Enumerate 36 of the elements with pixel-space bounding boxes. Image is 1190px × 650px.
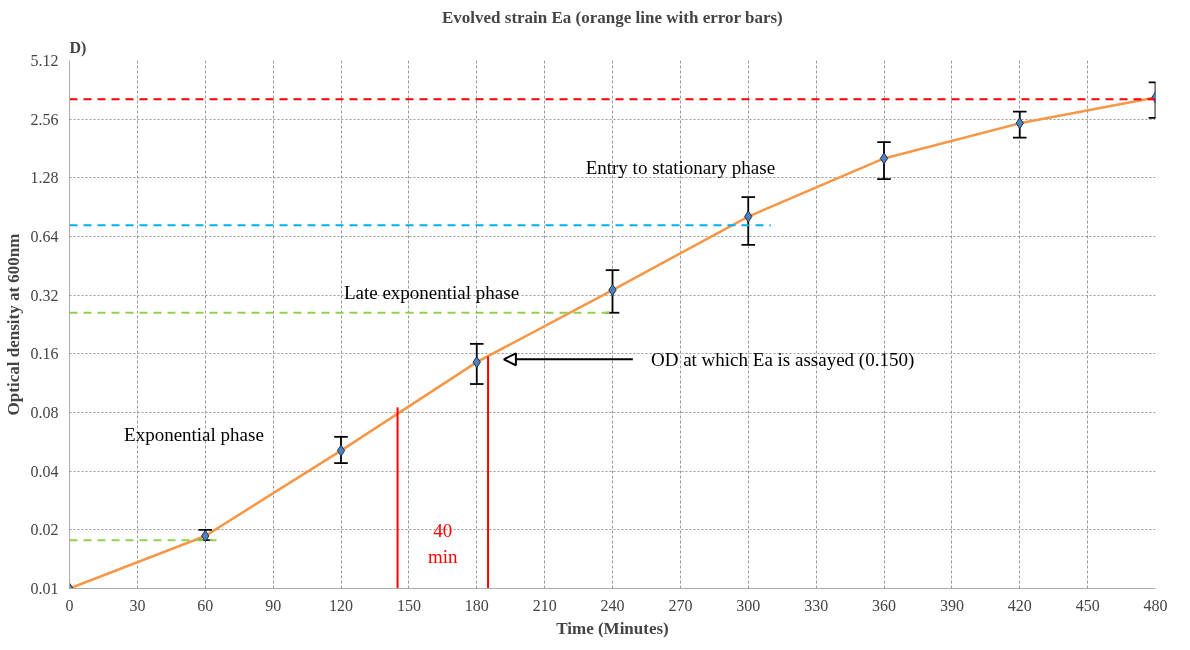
x-tick-label: 150 [396, 596, 421, 614]
y-tick-label: 0.02 [30, 521, 59, 539]
y-axis-title: Optical density at 600nm [3, 233, 23, 416]
annotation: Late exponential phase [343, 282, 520, 304]
x-tick-label: 180 [464, 596, 489, 614]
y-tick-label: 0.08 [30, 404, 59, 421]
annotation: Entry to stationary phase [585, 156, 776, 178]
y-tick-label: 0.64 [30, 228, 59, 245]
x-tick-label: 270 [668, 596, 693, 614]
x-tick-label: 390 [939, 596, 964, 614]
y-tick-label: 2.56 [30, 110, 59, 128]
annotation: Exponential phase [124, 423, 264, 445]
x-tick-label: 480 [1143, 596, 1168, 614]
y-tick-label: 0.01 [30, 580, 59, 597]
x-tick-label: 90 [265, 596, 282, 614]
x-tick-label: 240 [600, 596, 625, 614]
x-tick-label: 300 [736, 596, 761, 614]
chart-title: Evolved strain Ea (orange line with error bars) [441, 7, 783, 27]
x-tick-label: 330 [804, 596, 829, 614]
y-tick-label: 0.04 [30, 462, 59, 480]
annotation: OD at which Ea is assayed (0.150) [650, 348, 915, 371]
x-tick-label: 450 [1075, 596, 1100, 614]
x-axis-title: Time (Minutes) [556, 618, 669, 638]
x-tick-label: 360 [872, 596, 896, 614]
x-tick-label: 210 [532, 596, 557, 614]
x-tick-label: 30 [129, 596, 146, 614]
x-tick-label: 420 [1007, 596, 1032, 614]
annotation: 40 min [428, 520, 459, 567]
y-tick-label: 1.28 [30, 169, 59, 187]
text: D) [69, 38, 87, 57]
y-tick-label: 0.16 [30, 345, 59, 363]
x-tick-label: 120 [329, 596, 353, 614]
x-tick-label: 60 [197, 596, 214, 614]
y-tick-label: 0.32 [30, 286, 59, 304]
x-tick-label: 0 [65, 596, 74, 614]
y-tick-label: 5.12 [30, 52, 59, 69]
